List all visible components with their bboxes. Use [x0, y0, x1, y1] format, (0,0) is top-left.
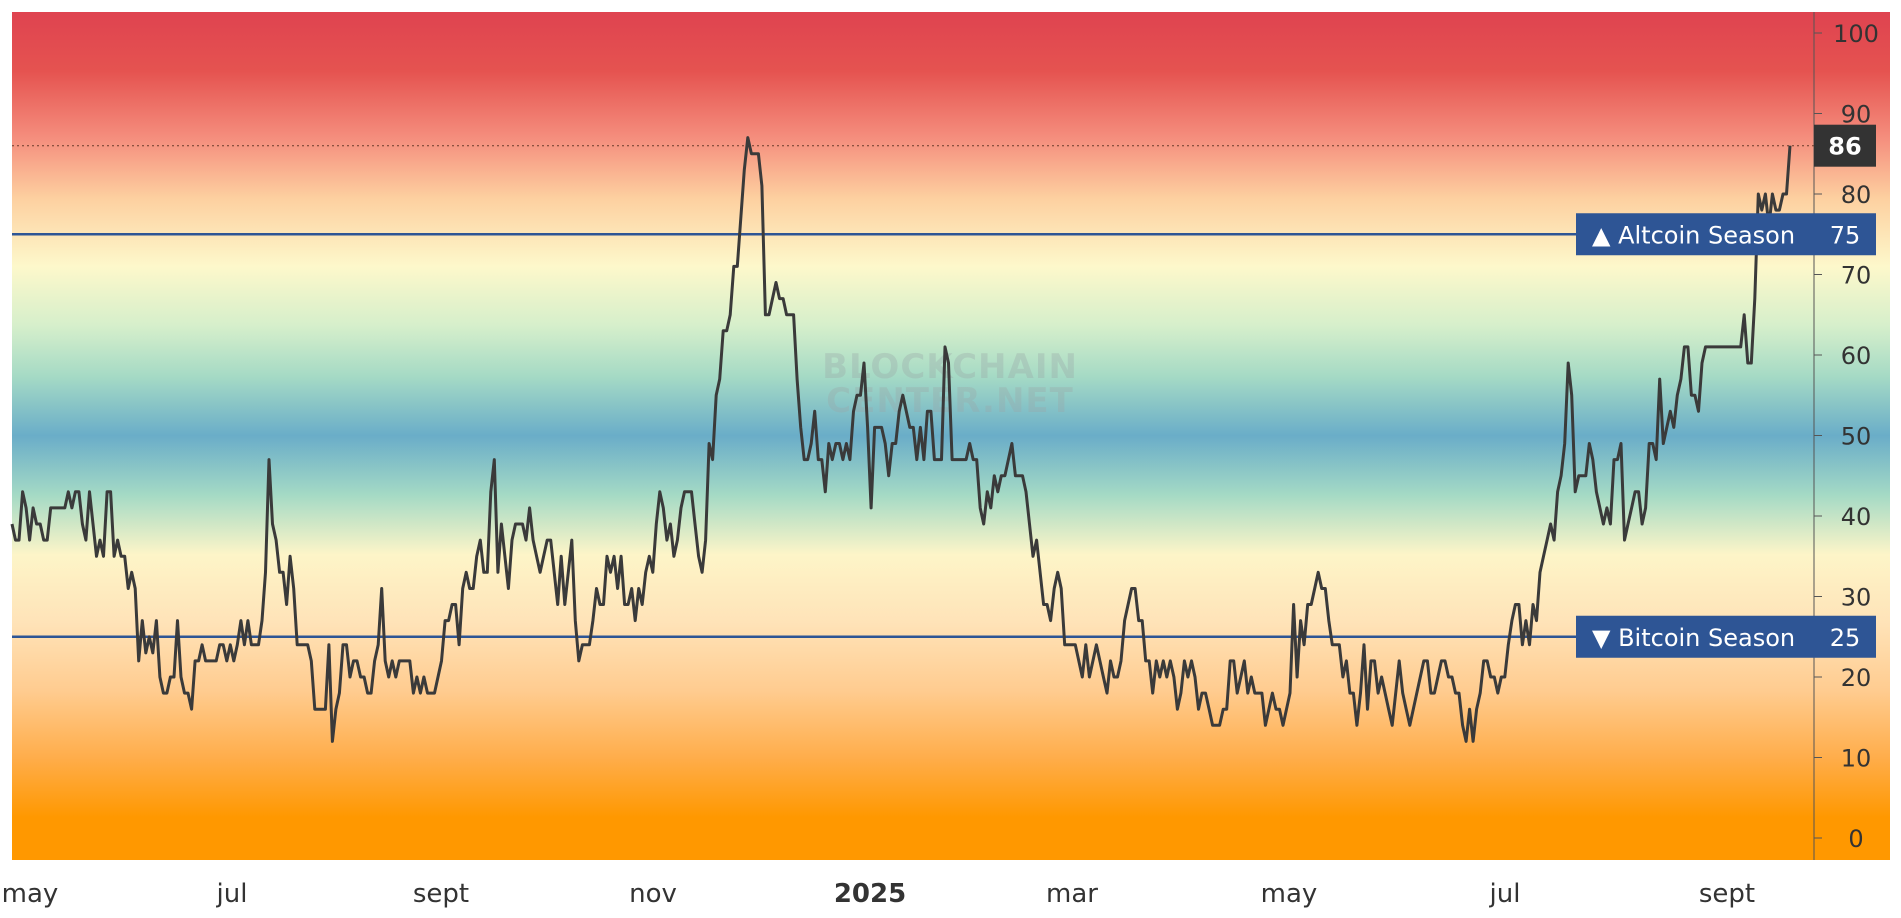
x-tick-label: may [2, 879, 59, 909]
reference-value: 25 [1830, 624, 1861, 652]
x-tick-label: sept [413, 879, 469, 909]
y-tick-label: 90 [1841, 101, 1872, 129]
y-tick-label: 0 [1848, 825, 1863, 853]
y-tick-label: 40 [1841, 503, 1872, 531]
current-value-box [1814, 124, 1876, 167]
reference-value-box [1814, 213, 1876, 256]
x-tick-label: nov [629, 879, 677, 909]
reference-value: 75 [1830, 221, 1861, 249]
y-tick-label: 30 [1841, 584, 1872, 612]
y-tick-label: 50 [1841, 423, 1872, 451]
y-tick-label: 60 [1841, 342, 1872, 370]
reference-label: ▼ Bitcoin Season [1592, 624, 1795, 652]
x-tick-label: jul [1489, 879, 1521, 909]
y-tick-label: 20 [1841, 664, 1872, 692]
y-tick-label: 70 [1841, 262, 1872, 290]
reference-label-box [1576, 615, 1814, 658]
current-value-label: 86 [1828, 133, 1861, 161]
x-tick-label: jul [216, 879, 248, 909]
reference-label: ▲ Altcoin Season [1592, 221, 1795, 249]
x-tick-label: 2025 [834, 879, 906, 909]
y-tick-label: 10 [1841, 745, 1872, 773]
x-axis: may jul sept nov 2025 mar may jul sept [2, 879, 1755, 909]
y-tick-label: 80 [1841, 181, 1872, 209]
series-line-altcoin-index [10, 136, 1792, 743]
x-tick-label: may [1261, 879, 1318, 909]
y-axis: 0 10 20 30 40 50 60 70 80 90 100 [1814, 20, 1879, 853]
reference-lines [12, 233, 1814, 638]
axis-tags: ▲ Altcoin Season 75 ▼ Bitcoin Season 25 86 [1576, 124, 1876, 658]
reference-value-box [1814, 615, 1876, 658]
x-tick-label: sept [1699, 879, 1755, 909]
reference-label-box [1576, 213, 1814, 256]
x-tick-label: mar [1046, 879, 1098, 909]
y-tick-label: 100 [1833, 20, 1879, 48]
